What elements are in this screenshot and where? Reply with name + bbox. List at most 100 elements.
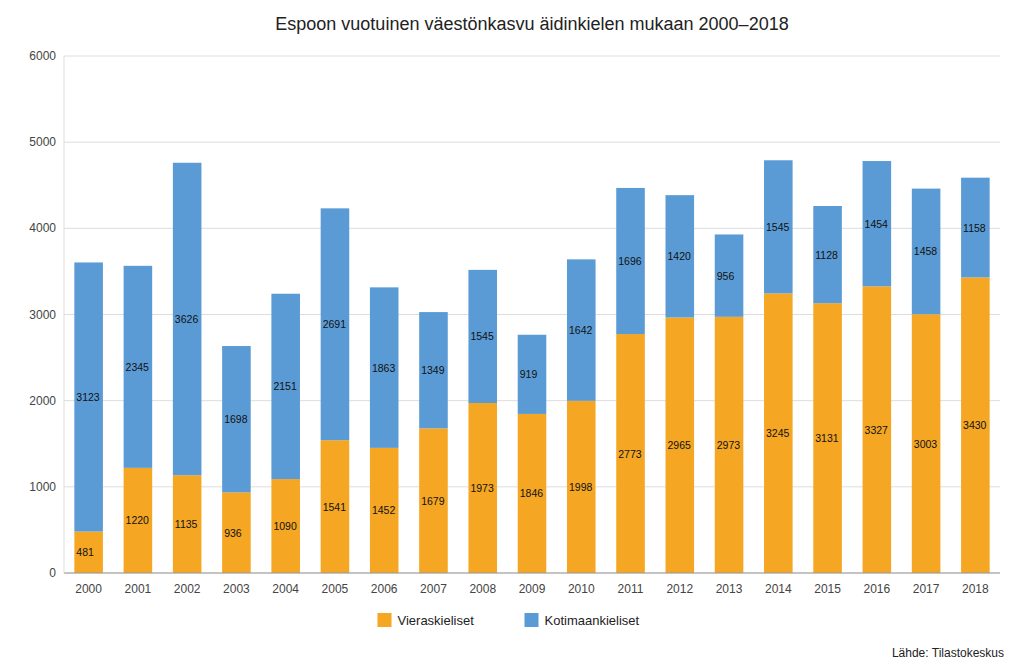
bar	[912, 314, 941, 573]
grid-line	[64, 228, 1000, 229]
bar	[321, 440, 350, 573]
data-label: 1541	[323, 501, 347, 513]
bar	[468, 403, 497, 573]
bar	[813, 303, 842, 573]
data-label: 1973	[470, 482, 494, 494]
data-label: 3123	[76, 391, 100, 403]
data-label: 1642	[569, 324, 593, 336]
data-label: 1128	[815, 249, 838, 261]
legend-swatch	[525, 613, 539, 627]
data-label: 2691	[323, 318, 347, 330]
x-tick-label: 2010	[568, 582, 595, 596]
grid	[64, 56, 1000, 573]
x-tick-label: 2013	[716, 582, 743, 596]
data-label: 1545	[766, 221, 790, 233]
data-label: 1420	[668, 250, 692, 262]
grid-line	[64, 573, 1000, 574]
y-tick-label: 0	[49, 566, 56, 580]
x-tick-label: 2006	[371, 582, 398, 596]
x-tick-label: 2017	[913, 582, 940, 596]
y-tick-label: 2000	[29, 394, 56, 408]
data-label: 1220	[126, 514, 150, 526]
data-label: 1090	[273, 520, 297, 532]
bar	[666, 318, 695, 573]
bar	[173, 163, 202, 475]
data-label: 481	[76, 546, 94, 558]
bar	[419, 312, 448, 428]
bar	[813, 206, 842, 303]
grid-line	[64, 314, 1000, 315]
data-label: 1454	[865, 218, 889, 230]
legend: Vieraskieliset Kotimaankieliset	[378, 613, 640, 628]
bar	[863, 286, 892, 573]
bars	[74, 160, 989, 573]
bar	[912, 189, 941, 315]
y-tick-label: 5000	[29, 135, 56, 149]
legend-swatch	[378, 613, 392, 627]
y-tick-label: 3000	[29, 308, 56, 322]
bar	[370, 448, 399, 573]
x-tick-label: 2016	[863, 582, 890, 596]
x-tick-label: 2012	[666, 582, 693, 596]
bar	[567, 401, 596, 573]
data-label: 1135	[175, 518, 198, 530]
data-label: 3003	[914, 438, 938, 450]
grid-line	[64, 56, 1000, 57]
x-tick-label: 2015	[814, 582, 841, 596]
bar	[321, 208, 350, 440]
data-label: 3430	[963, 419, 987, 431]
data-label: 1545	[470, 330, 494, 342]
data-label: 1846	[520, 487, 544, 499]
x-tick-label: 2007	[420, 582, 447, 596]
bar	[518, 414, 547, 573]
x-tick-label: 2001	[125, 582, 152, 596]
bar	[616, 334, 645, 573]
x-tick-label: 2000	[75, 582, 102, 596]
data-label: 1452	[372, 504, 396, 516]
bar	[124, 266, 153, 468]
data-label: 1458	[914, 245, 938, 257]
x-tick-label: 2004	[272, 582, 299, 596]
bar	[961, 178, 990, 278]
data-label: 956	[717, 270, 735, 282]
data-label: 919	[520, 368, 538, 380]
bar	[666, 195, 695, 317]
chart: Espoon vuotuinen väestönkasvu äidinkiele…	[0, 0, 1024, 669]
data-label: 1698	[224, 413, 248, 425]
legend-label: Kotimaankieliset	[545, 613, 640, 628]
x-tick-label: 2014	[765, 582, 792, 596]
title: Espoon vuotuinen väestönkasvu äidinkiele…	[275, 14, 788, 34]
bar	[468, 270, 497, 403]
data-label: 1679	[421, 495, 445, 507]
data-label: 2151	[273, 380, 297, 392]
bar	[764, 160, 793, 293]
data-label: 1158	[963, 222, 986, 234]
bar	[74, 532, 103, 573]
data-label: 2965	[668, 439, 692, 451]
y-tick-label: 1000	[29, 480, 56, 494]
bar	[222, 492, 251, 573]
legend-label: Vieraskieliset	[398, 613, 475, 628]
bar	[764, 293, 793, 573]
x-tick-label: 2018	[962, 582, 989, 596]
data-label: 2345	[126, 361, 150, 373]
bar	[271, 479, 300, 573]
grid-line	[64, 142, 1000, 143]
data-label: 1863	[372, 362, 396, 374]
data-labels: 4811220113593610901541145216791973184619…	[76, 218, 986, 559]
bar	[567, 259, 596, 400]
data-label: 1349	[421, 364, 445, 376]
x-tick-label: 2003	[223, 582, 250, 596]
data-label: 3327	[865, 424, 889, 436]
data-label: 2973	[717, 439, 741, 451]
bar	[74, 262, 103, 531]
data-label: 2773	[618, 448, 642, 460]
y-tick-label: 6000	[29, 49, 56, 63]
y-tick-label: 4000	[29, 221, 56, 235]
x-axis-line	[64, 573, 1000, 574]
x-tick-label: 2011	[618, 582, 644, 596]
data-label: 3626	[175, 313, 199, 325]
y-axis-line	[64, 56, 65, 573]
bar	[419, 428, 448, 573]
bar	[518, 335, 547, 414]
